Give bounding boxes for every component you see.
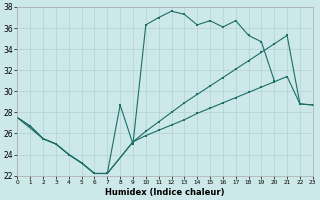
X-axis label: Humidex (Indice chaleur): Humidex (Indice chaleur) [105, 188, 225, 197]
